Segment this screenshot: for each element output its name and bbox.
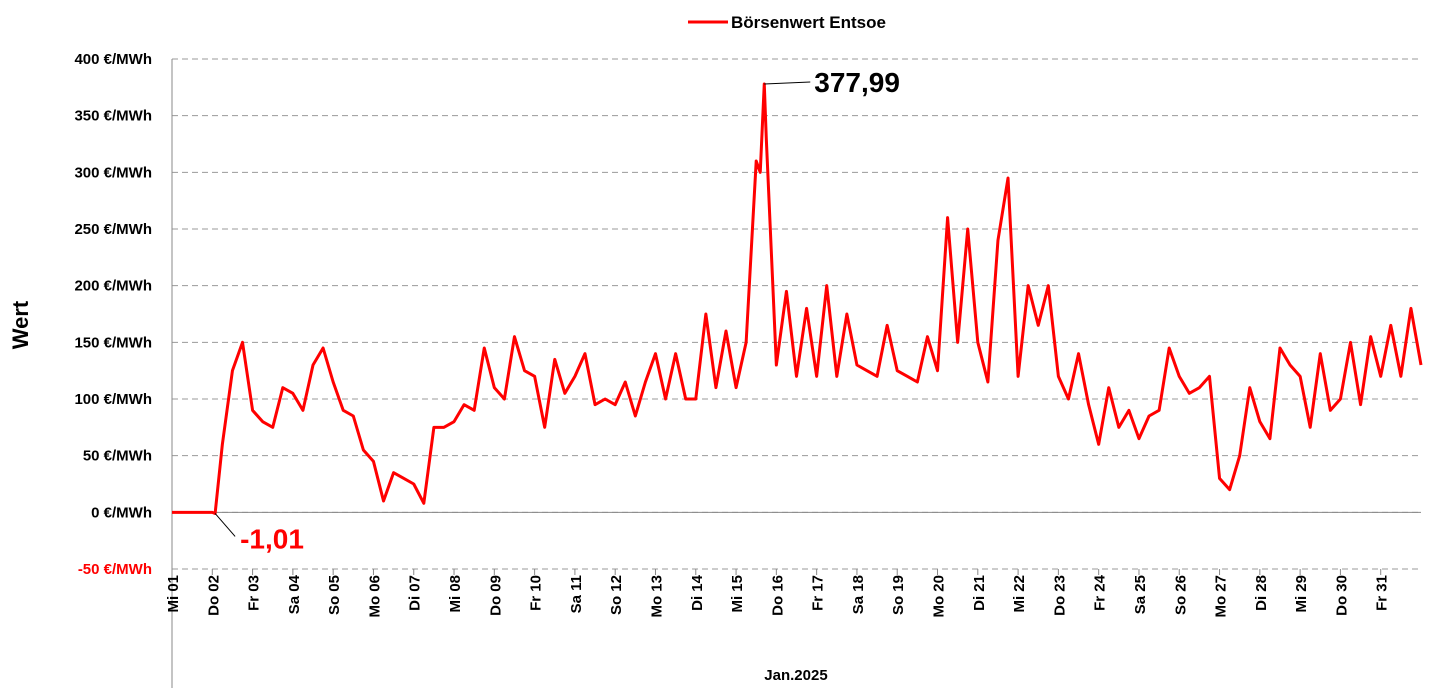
x-tick-label: Mo 20 <box>931 575 948 618</box>
x-axis-label: Jan.2025 <box>764 667 827 684</box>
x-tick-label: Fr 31 <box>1374 575 1391 611</box>
x-tick-label: Sa 04 <box>286 574 303 614</box>
y-axis-label: Wert <box>8 300 33 349</box>
x-tick-label: Sa 25 <box>1132 575 1149 614</box>
x-tick-label: Mo 06 <box>366 575 383 618</box>
x-tick-label: Fr 24 <box>1092 574 1109 611</box>
x-tick-label: Mi 08 <box>447 575 464 613</box>
annotation: -1,01 <box>240 523 304 554</box>
y-tick-label: 0 €/MWh <box>91 504 152 521</box>
y-tick-label: 250 €/MWh <box>74 221 152 238</box>
x-tick-label: Di 07 <box>407 575 424 611</box>
annotation-leader <box>214 513 236 537</box>
x-tick-label: Do 02 <box>205 575 222 616</box>
x-tick-label: Do 09 <box>487 575 504 616</box>
x-tick-label: Di 14 <box>689 574 706 611</box>
x-tick-label: So 05 <box>326 575 343 615</box>
y-tick-label: 350 €/MWh <box>74 108 152 125</box>
y-tick-label: 50 €/MWh <box>83 448 152 465</box>
x-tick-label: Mo 27 <box>1213 575 1230 618</box>
x-tick-label: Mi 22 <box>1011 575 1028 613</box>
y-tick-label: 400 €/MWh <box>74 51 152 68</box>
x-tick-label: Fr 10 <box>528 575 545 611</box>
x-tick-label: Sa 18 <box>850 575 867 614</box>
x-tick-label: Di 21 <box>971 575 988 611</box>
x-tick-label: Do 16 <box>769 575 786 616</box>
x-tick-label: Do 30 <box>1333 575 1350 616</box>
x-tick-label: So 12 <box>608 575 625 615</box>
y-tick-label: 100 €/MWh <box>74 391 152 408</box>
y-tick-label: 150 €/MWh <box>74 334 152 351</box>
x-tick-label: Sa 11 <box>568 575 585 613</box>
x-tick-label: Do 23 <box>1051 575 1068 616</box>
data-line <box>172 82 1423 515</box>
x-tick-label: Di 28 <box>1253 575 1270 611</box>
x-tick-label: Fr 17 <box>810 575 827 611</box>
y-tick-label: -50 €/MWh <box>78 561 152 578</box>
x-tick-label: So 26 <box>1172 575 1189 615</box>
x-tick-label: Mi 15 <box>729 575 746 613</box>
annotation-leader <box>764 81 811 85</box>
legend-label: Börsenwert Entsoe <box>731 13 886 32</box>
x-tick-label: Mo 13 <box>648 575 665 618</box>
x-tick-label: Fr 03 <box>246 575 263 611</box>
x-tick-label: Mi 29 <box>1293 575 1310 613</box>
y-tick-label: 300 €/MWh <box>74 164 152 181</box>
y-tick-label: 200 €/MWh <box>74 278 152 295</box>
annotation: 377,99 <box>814 67 900 98</box>
x-tick-label: So 19 <box>890 575 907 615</box>
x-tick-label: Mi 01 <box>165 575 182 613</box>
